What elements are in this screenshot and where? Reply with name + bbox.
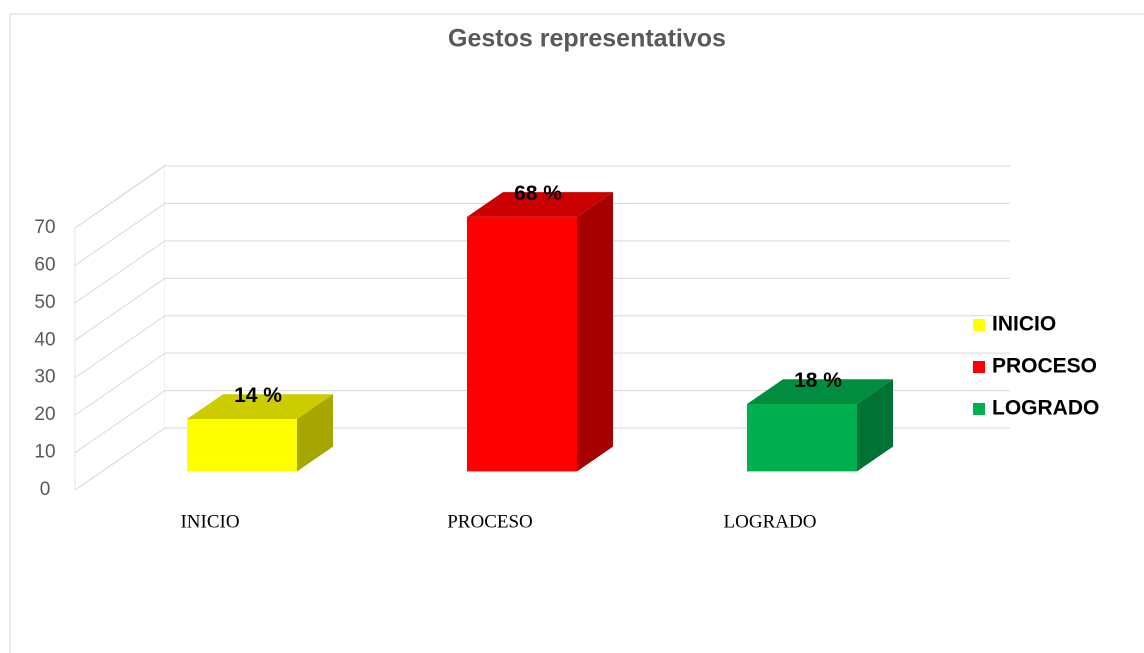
bar: [747, 404, 857, 472]
grid-line: [74, 240, 1010, 304]
legend-label: INICIO: [992, 313, 1056, 336]
legend-swatch: [973, 319, 985, 331]
y-tick-label: 30: [34, 367, 55, 388]
y-tick-label: 60: [34, 254, 55, 275]
x-tick-label: INICIO: [180, 511, 239, 532]
y-tick-label: 40: [34, 329, 55, 350]
chart-title: Gestos representativos: [448, 25, 726, 53]
data-label: 14 %: [234, 384, 282, 407]
bar-top: [187, 394, 333, 419]
x-tick-label: PROCESO: [447, 511, 533, 532]
bar: [467, 216, 577, 472]
y-tick-label: 70: [34, 217, 55, 238]
legend-swatch: [973, 403, 985, 415]
x-tick-label: LOGRADO: [724, 511, 817, 532]
y-tick-label: 20: [34, 404, 55, 425]
grid-line: [74, 277, 1010, 341]
bar: [187, 419, 297, 472]
bar-top: [467, 192, 613, 217]
data-label: 18 %: [794, 369, 842, 392]
legend-swatch: [973, 361, 985, 373]
data-label: 68 %: [514, 182, 562, 205]
y-tick-label: 0: [40, 479, 51, 500]
bar-side: [857, 379, 893, 472]
grid-line: [74, 390, 1010, 453]
legend-label: LOGRADO: [992, 397, 1099, 420]
grid-line: [74, 202, 1010, 266]
grid-line: [74, 315, 1010, 379]
bar-side: [577, 192, 613, 472]
legend-label: PROCESO: [992, 355, 1097, 378]
grid-line: [74, 427, 1010, 491]
bar-top: [747, 379, 893, 405]
y-tick-label: 50: [34, 292, 55, 313]
y-tick-label: 10: [34, 442, 55, 463]
grid-line: [74, 165, 1010, 229]
grid-line: [74, 352, 1010, 416]
bar-side: [297, 394, 333, 472]
